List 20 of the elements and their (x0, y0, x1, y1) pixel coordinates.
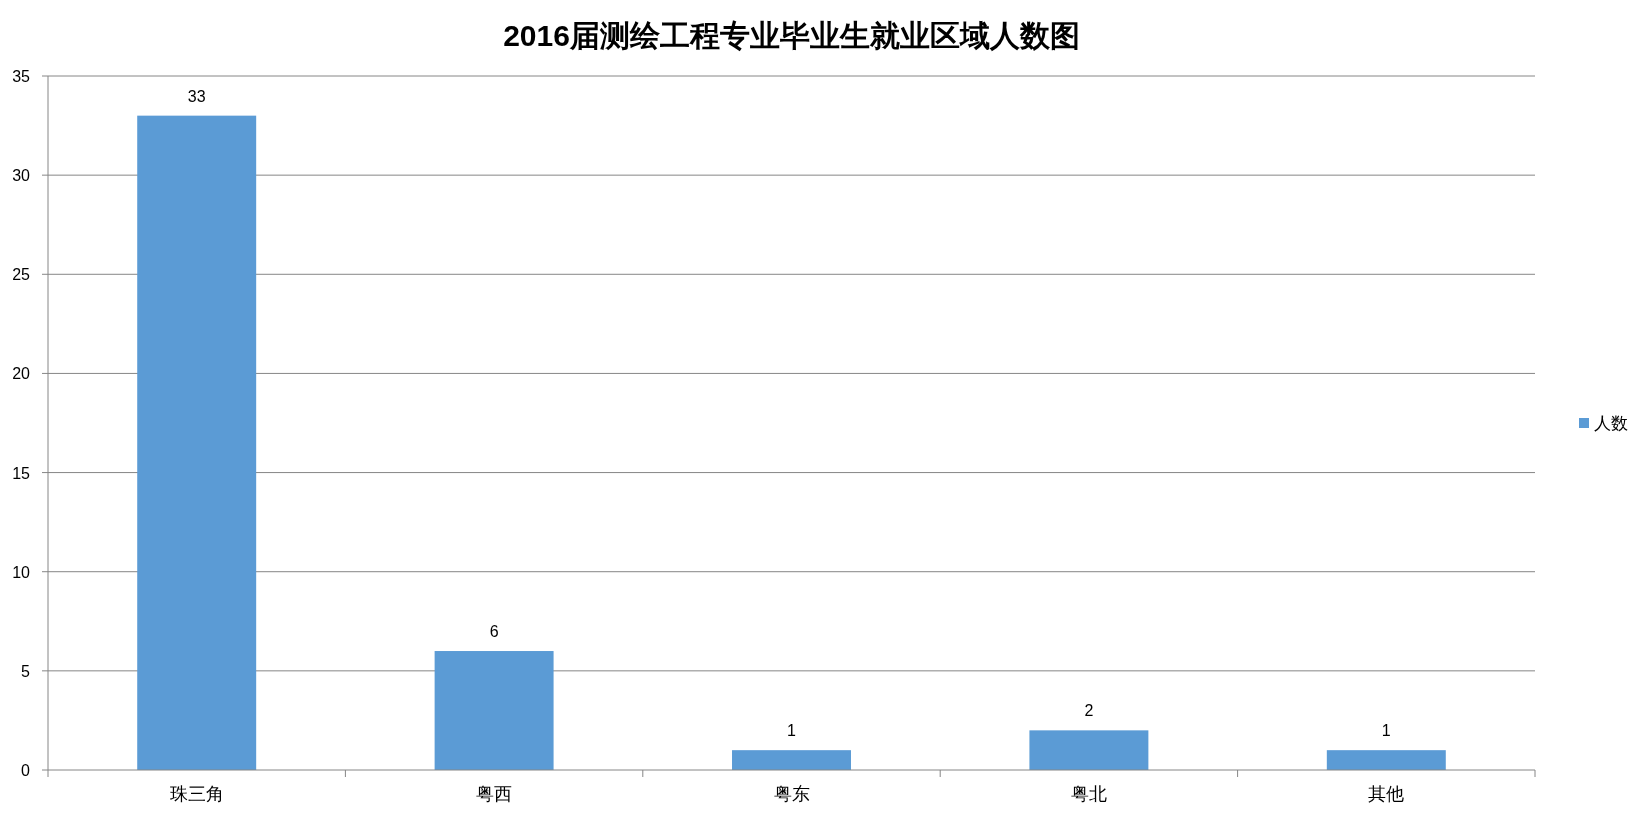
ytick-label: 25 (12, 266, 30, 284)
data-label: 33 (187, 87, 206, 105)
ytick-label: 15 (12, 464, 30, 482)
ytick-label: 30 (12, 167, 30, 185)
xtick-label: 其他 (1368, 784, 1405, 804)
data-label: 1 (787, 722, 796, 740)
xtick-label: 粤东 (773, 784, 810, 804)
xtick-label: 粤西 (476, 784, 513, 804)
data-label: 2 (1084, 702, 1094, 720)
title: 2016届测绘工程专业毕业生就业区域人数图 (503, 19, 1080, 52)
data-label: 1 (1381, 722, 1391, 740)
ytick-label: 5 (21, 662, 30, 680)
legend-label: 人数 (1594, 414, 1628, 433)
ytick-label: 20 (12, 365, 30, 383)
data-label: 6 (489, 623, 499, 641)
xtick-label: 珠三角 (169, 784, 224, 804)
ytick-label: 10 (12, 563, 30, 581)
ytick-label: 0 (21, 762, 30, 779)
xtick-label: 粤北 (1070, 784, 1107, 804)
ytick-label: 35 (12, 68, 30, 85)
